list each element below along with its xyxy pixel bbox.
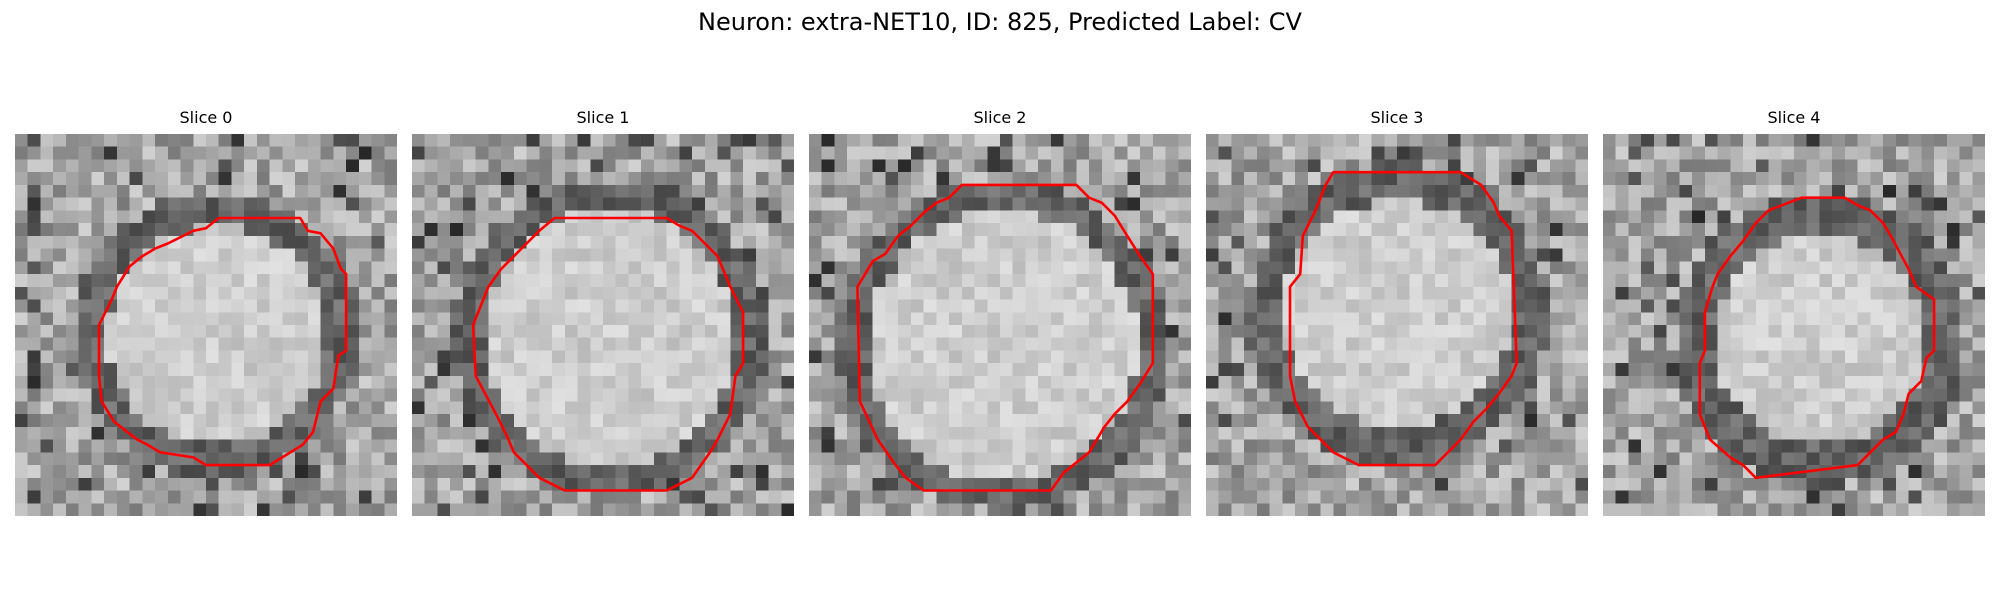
panel-title-slice-2: Slice 2 xyxy=(973,108,1027,127)
slice-0-pixels xyxy=(15,134,397,516)
slice-image-0 xyxy=(15,134,397,516)
panel-title-slice-0: Slice 0 xyxy=(179,108,233,127)
slice-2-contour xyxy=(856,183,1155,492)
panel-title-slice-4: Slice 4 xyxy=(1767,108,1821,127)
slice-4-contour xyxy=(1698,196,1936,480)
slice-4-svg xyxy=(1603,134,1985,516)
slice-0-svg xyxy=(15,134,397,516)
slice-0-contour xyxy=(97,216,348,467)
slice-1-contour xyxy=(471,216,745,492)
slice-2-svg xyxy=(809,134,1191,516)
slice-4-pixels xyxy=(1603,134,1985,516)
figure-title: Neuron: extra-NET10, ID: 825, Predicted … xyxy=(698,8,1302,36)
slice-image-1 xyxy=(412,134,794,516)
slice-1-pixels xyxy=(412,134,794,516)
slice-3-contour xyxy=(1288,170,1519,467)
panel-title-slice-3: Slice 3 xyxy=(1370,108,1424,127)
slice-2-pixels xyxy=(809,134,1191,516)
slice-3-pixels xyxy=(1206,134,1588,516)
slice-image-2 xyxy=(809,134,1191,516)
slice-3-svg xyxy=(1206,134,1588,516)
panel-title-slice-1: Slice 1 xyxy=(576,108,630,127)
slice-1-svg xyxy=(412,134,794,516)
slice-image-4 xyxy=(1603,134,1985,516)
slice-image-3 xyxy=(1206,134,1588,516)
